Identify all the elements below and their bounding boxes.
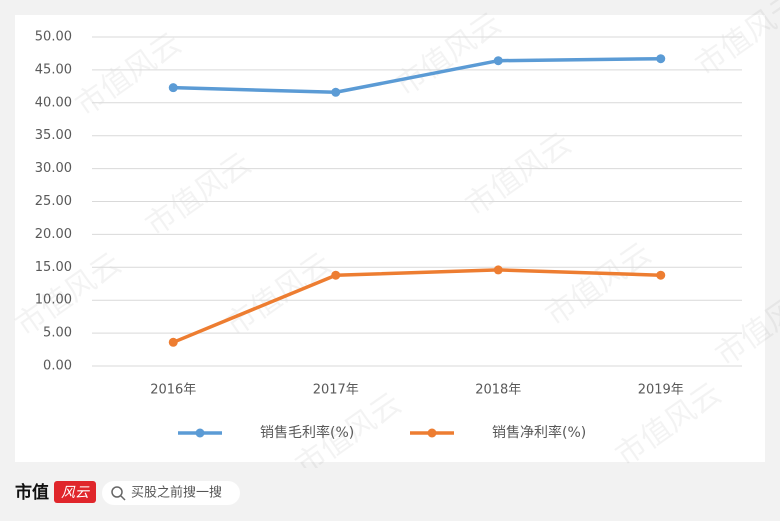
x-tick-label: 2018年: [475, 383, 521, 398]
footer-logo-mark: 风云: [61, 485, 90, 501]
search-box[interactable]: [102, 481, 240, 505]
x-tick-label: 2017年: [313, 383, 359, 398]
y-tick-label: 10.00: [35, 293, 72, 308]
y-tick-label: 45.00: [35, 62, 72, 77]
legend-marker: [195, 428, 205, 438]
footer-logo: 市值: [15, 482, 49, 503]
y-tick-label: 15.00: [35, 260, 72, 275]
x-tick-label: 2016年: [150, 383, 196, 398]
search-text[interactable]: 买股之前搜一搜: [131, 485, 222, 501]
plot-panel: [15, 15, 765, 462]
point: [656, 270, 666, 280]
point: [493, 265, 503, 275]
y-tick-label: 5.00: [43, 326, 72, 341]
y-tick-label: 30.00: [35, 161, 72, 176]
point: [656, 54, 666, 64]
y-tick-label: 25.00: [35, 194, 72, 209]
point: [331, 87, 341, 97]
point: [168, 83, 178, 93]
point: [168, 337, 178, 347]
series-line: [172, 268, 661, 344]
y-tick-label: 50.00: [35, 30, 72, 45]
x-tick-label: 2019年: [638, 383, 684, 398]
search-icon: [111, 486, 123, 498]
series-line: [173, 56, 661, 95]
y-tick-label: 0.00: [43, 359, 72, 374]
y-tick-label: 35.00: [35, 128, 72, 143]
y-tick-label: 20.00: [35, 227, 72, 242]
logo-mark-box: [54, 481, 96, 503]
legend-label: 销售毛利率(%): [260, 424, 354, 441]
search-icon-handle: [120, 495, 126, 501]
legend-label: 销售净利率(%): [492, 424, 586, 441]
y-tick-label: 40.00: [35, 95, 72, 110]
legend-marker: [427, 428, 437, 438]
plot: 0.00 5.00 10.00 15.00 20.00 25.00 30.00 35.00 40…: [35, 30, 742, 441]
point: [493, 56, 503, 66]
point: [331, 270, 341, 280]
